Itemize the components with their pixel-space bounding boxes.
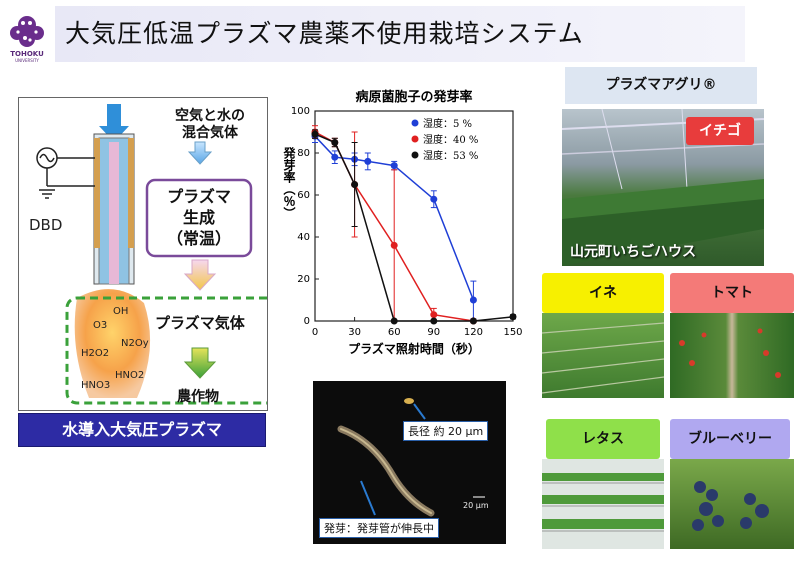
- legend-marker: [411, 119, 419, 127]
- rice-photo: [542, 313, 664, 398]
- x-tick-label: 0: [312, 327, 318, 338]
- data-point: [430, 317, 438, 325]
- plasma-generation-box: [145, 178, 253, 258]
- data-point: [469, 296, 477, 304]
- spore: [404, 398, 414, 404]
- legend-label: 湿度：5 %: [423, 117, 472, 130]
- y-tick-label: 80: [297, 148, 310, 159]
- legend-label: 湿度：40 %: [423, 133, 478, 146]
- plasma-gas-region: [65, 296, 267, 405]
- molecule-label: OH: [113, 306, 129, 317]
- legend-marker: [411, 135, 419, 143]
- inlet-arrow-shaft: [107, 104, 121, 126]
- electrode-left: [94, 138, 100, 248]
- molecule-label: H2O2: [81, 348, 110, 359]
- plot-frame: [314, 110, 514, 322]
- x-axis-label: プラズマ照射時間（秒）: [348, 341, 480, 356]
- method-banner: 水導入大気圧プラズマ: [18, 413, 266, 447]
- plasma-generation-label: プラズマ 生成 （常温）: [166, 187, 231, 248]
- data-point: [509, 313, 517, 321]
- y-tick-label: 40: [297, 232, 310, 243]
- molecule-label: HNO2: [115, 370, 145, 381]
- strawberry-caption: 山元町いちごハウス: [570, 244, 696, 260]
- data-point: [390, 241, 398, 249]
- germ-tube: [337, 425, 435, 517]
- electrode-right: [128, 138, 134, 248]
- dbd-label: DBD: [29, 216, 63, 234]
- y-axis-label: 発芽率（％）: [282, 146, 296, 219]
- y-tick-label: 20: [297, 274, 310, 285]
- data-point: [430, 311, 438, 319]
- strawberry-tag: イチゴ: [686, 117, 754, 145]
- plasma-column: [109, 142, 119, 284]
- rice-tag: イネ: [542, 273, 664, 313]
- data-point: [364, 157, 372, 165]
- tomato-tag: トマト: [670, 273, 794, 313]
- y-tick-label: 0: [304, 316, 310, 327]
- blueberry-tag: ブルーベリー: [670, 419, 790, 459]
- chart-title: 病原菌胞子の発芽率: [355, 89, 472, 105]
- molecule-label: O3: [93, 320, 108, 331]
- plasma-plume: [74, 289, 151, 398]
- data-point: [331, 139, 339, 146]
- logo-wordmark: TOHOKU: [10, 50, 44, 58]
- x-tick-label: 60: [388, 327, 401, 338]
- data-point: [469, 317, 477, 325]
- micrograph-image: [337, 398, 485, 517]
- x-tick-label: 30: [348, 327, 361, 338]
- legend-label: 湿度：53 %: [423, 149, 478, 162]
- page-title: 大気圧低温プラズマ農薬不使用栽培システム: [65, 19, 584, 48]
- molecule-label: HNO3: [81, 380, 111, 391]
- lettuce-tag: レタス: [546, 419, 660, 459]
- logo-subtext: UNIVERSITY: [15, 58, 39, 63]
- plasma-gas-label: プラズマ気体: [155, 314, 245, 332]
- data-point: [390, 162, 398, 170]
- data-point: [311, 130, 319, 138]
- down-arrow-icon: [183, 259, 217, 291]
- spore-size-callout: 長径 約 20 μm: [403, 421, 489, 441]
- tomato-photo: [670, 313, 794, 398]
- x-tick-label: 90: [427, 327, 440, 338]
- university-logo-icon: [10, 16, 44, 47]
- data-point: [390, 317, 398, 325]
- strawberry-photo: イチゴ 山元町いちごハウス: [562, 109, 764, 266]
- x-tick-label: 150: [503, 327, 522, 338]
- title-bar: [55, 6, 745, 62]
- molecule-label: N2Oy: [121, 338, 149, 349]
- data-point: [351, 181, 359, 188]
- y-tick-label: 100: [291, 106, 310, 117]
- plasma-diagram: 空気と水の 混合気体 DBD プラズマ 生成 （常温） プラズマ気体 農作物 O…: [18, 97, 268, 411]
- plasma-agri-title: プラズマアグリ®: [565, 67, 757, 104]
- y-tick-label: 60: [297, 190, 310, 201]
- scale-bar-label: 20 μm: [463, 501, 489, 510]
- legend-marker: [411, 151, 419, 159]
- germination-callout: 発芽：発芽管が伸長中: [319, 518, 439, 538]
- spore-micrograph: 長径 約 20 μm 20 μm 発芽：発芽管が伸長中: [313, 381, 506, 544]
- x-tick-label: 120: [464, 327, 483, 338]
- crop-label: 農作物: [177, 389, 219, 405]
- data-point: [430, 195, 438, 203]
- inlet-gas-label: 空気と水の 混合気体: [175, 108, 245, 141]
- lettuce-photo: [542, 459, 664, 549]
- blueberry-photo: [670, 459, 794, 549]
- plasma-apparatus-diagram: [36, 104, 267, 405]
- data-point: [331, 153, 339, 161]
- down-arrow-icon: [187, 141, 213, 165]
- germination-chart: 病原菌胞子の発芽率 0 30 60 90 120 150 0 20 40 60 80 100 プラズマ照射…: [282, 89, 523, 356]
- down-arrow-icon: [183, 347, 217, 379]
